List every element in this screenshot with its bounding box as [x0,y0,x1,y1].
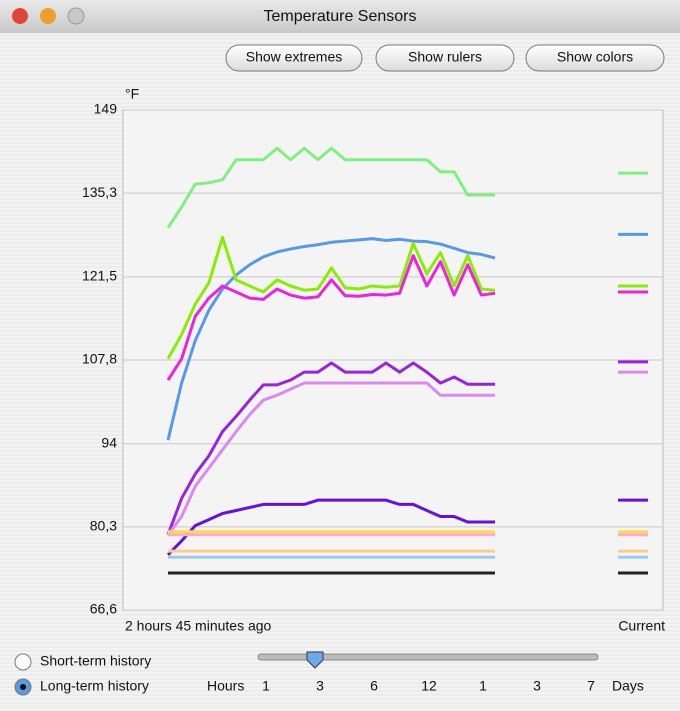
y-tick-label: 149 [94,101,118,117]
radio-label[interactable]: Long-term history [40,678,149,694]
y-tick-label: 135,3 [82,184,117,200]
scale-label: 12 [421,678,437,694]
close-button[interactable] [12,8,28,24]
button[interactable] [375,44,515,72]
button-label[interactable]: Show colors [557,49,633,65]
minimize-button[interactable] [40,8,56,24]
y-tick-label: 107,8 [82,351,117,367]
scale-label: 1 [262,678,270,694]
scale-label: 3 [316,678,324,694]
radio-button[interactable] [14,653,32,671]
series-line [166,146,495,229]
x-current-label: Current [618,618,665,634]
scale-start: Hours [207,678,244,694]
slider-thumb[interactable] [306,651,324,669]
button[interactable] [225,44,363,72]
y-tick-label: 94 [101,434,117,450]
window-title: Temperature Sensors [264,8,417,25]
series-line [166,381,495,536]
zoom-button[interactable] [67,7,85,25]
button-label[interactable]: Show rulers [408,49,482,65]
title-bar [0,0,680,33]
button-label[interactable]: Show extremes [246,49,342,65]
scale-end: Days [612,678,644,694]
y-tick-label: 66,6 [90,601,117,617]
scale-label: 6 [370,678,378,694]
series-line [166,235,496,360]
scale-label: 7 [587,678,595,694]
scale-label: 3 [533,678,541,694]
series-line [166,498,495,556]
x-start-label: 2 hours 45 minutes ago [125,618,272,634]
series-line [166,254,496,381]
series-line [166,361,495,536]
y-unit: °F [125,86,139,102]
slider-track[interactable] [257,653,599,661]
y-tick-label: 121,5 [82,268,117,284]
button[interactable] [525,44,665,72]
y-tick-label: 80,3 [90,518,117,534]
radio-dot [20,684,26,690]
radio-label[interactable]: Short-term history [40,653,151,669]
series-line [166,237,496,441]
scale-label: 1 [479,678,487,694]
